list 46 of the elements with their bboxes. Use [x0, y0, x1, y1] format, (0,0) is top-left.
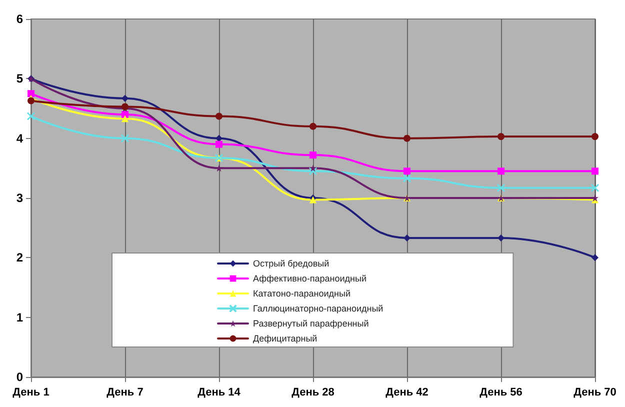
point: [122, 115, 128, 122]
point: [592, 254, 598, 262]
point: [404, 234, 410, 242]
y-tick-label: 0: [16, 370, 24, 384]
point: [120, 134, 130, 143]
x-tick-label: День 1: [12, 386, 50, 398]
legend-label: Галлюцинаторно-параноидный: [253, 304, 384, 314]
point: [404, 168, 410, 175]
point: [404, 134, 410, 142]
point: [496, 184, 506, 192]
x-tick-label: День 7: [106, 386, 144, 398]
y-tick-label: 2: [16, 250, 24, 265]
legend-label: Кататоно-параноидный: [253, 288, 350, 298]
legend-label: Острый бредовый: [253, 258, 330, 268]
y-tick-label: 4: [16, 131, 24, 146]
point: [498, 133, 504, 140]
x-tick-label: День 14: [198, 386, 242, 398]
point: [216, 112, 222, 120]
point: [498, 168, 504, 175]
point: [216, 164, 222, 172]
x-tick-label: День 70: [574, 386, 616, 398]
point: [310, 164, 316, 172]
y-tick-label: 5: [16, 72, 24, 86]
y-tick-label: 1: [16, 310, 24, 324]
point: [310, 122, 316, 130]
y-tick-label: 6: [16, 12, 24, 26]
point: [26, 112, 36, 121]
point: [28, 97, 34, 104]
legend-label: Аффективно-параноидный: [253, 274, 366, 284]
point: [308, 166, 318, 176]
point: [122, 94, 128, 102]
point: [590, 184, 600, 192]
x-tick-label: День 42: [386, 386, 428, 398]
point: [402, 174, 412, 183]
legend-label: Дефицитарный: [253, 334, 318, 344]
legend-label: Развернутый парафренный: [253, 318, 369, 328]
point: [216, 140, 222, 148]
point: [498, 234, 504, 242]
x-tick-label: День 56: [480, 386, 522, 398]
point: [28, 90, 34, 98]
x-tick-label: День 28: [292, 386, 334, 398]
y-tick-label: 3: [16, 191, 24, 205]
point: [310, 152, 316, 159]
point: [592, 133, 598, 140]
point: [216, 134, 222, 142]
point: [592, 168, 598, 175]
